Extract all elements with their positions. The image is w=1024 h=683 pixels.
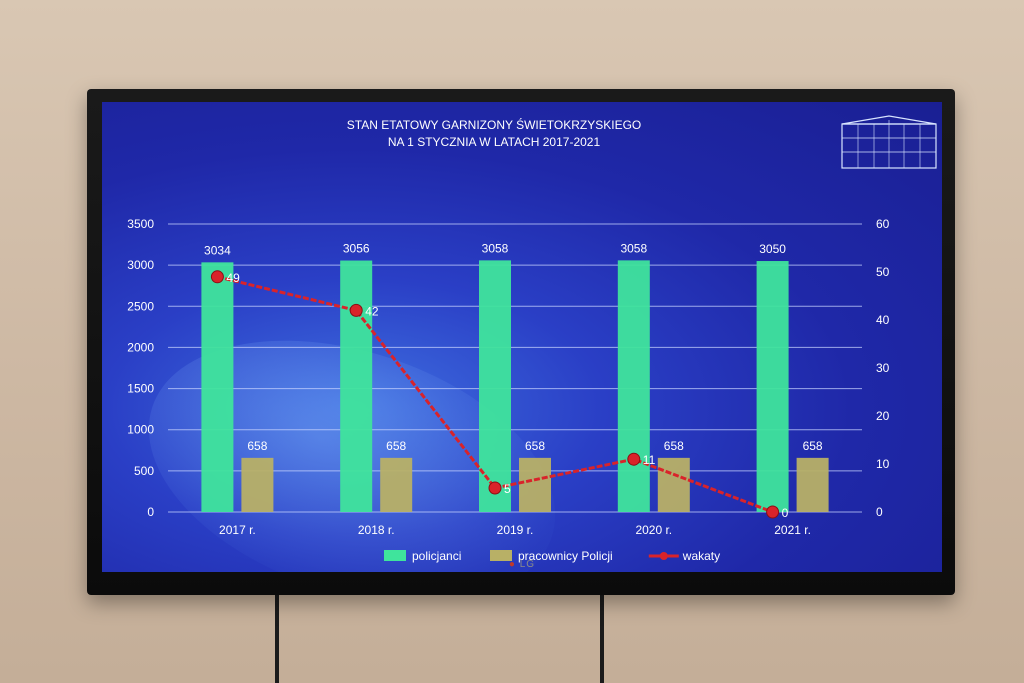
- bar-data-label: 3034: [204, 243, 231, 257]
- bar-data-label: 3058: [482, 241, 509, 255]
- x-tick-label: 2017 r.: [219, 523, 256, 537]
- bar-data-label: 3058: [620, 241, 647, 255]
- y-right-tick-label: 0: [876, 505, 883, 519]
- line-point-wakaty: [488, 481, 502, 495]
- y-left-tick-label: 3500: [127, 217, 154, 231]
- bar-data-label: 658: [664, 439, 684, 453]
- bar-policjanci: [201, 262, 234, 512]
- y-right-tick-label: 60: [876, 217, 890, 231]
- line-data-label: 49: [226, 271, 240, 285]
- bar-data-label: 658: [525, 439, 545, 453]
- line-data-label: 42: [365, 304, 379, 318]
- legend-marker-wakaty: [659, 552, 668, 560]
- chart-subtitle: NA 1 STYCZNIA W LATACH 2017-2021: [388, 135, 601, 149]
- tv-screen: STAN ETATOWY GARNIZONY ŚWIETOKRZYSKIEGO …: [102, 102, 942, 572]
- bar-policjanci: [340, 260, 373, 512]
- y-left-tick-label: 0: [147, 505, 154, 519]
- line-point-wakaty: [349, 303, 363, 317]
- tv-cable-left: [275, 590, 279, 683]
- bar-data-label: 658: [803, 439, 823, 453]
- line-point-wakaty: [210, 270, 224, 284]
- line-data-label: 5: [504, 482, 511, 496]
- y-right-tick-label: 20: [876, 409, 890, 423]
- bar-pracownicy-policji: [519, 457, 551, 512]
- bar-policjanci: [617, 260, 650, 512]
- y-left-tick-label: 1500: [127, 382, 154, 396]
- legend-swatch-policjanci: [384, 550, 406, 561]
- y-left-tick-label: 2000: [127, 340, 154, 354]
- bar-pracownicy-policji: [657, 457, 690, 512]
- y-left-tick-label: 500: [134, 464, 154, 478]
- bar-pracownicy-policji: [796, 457, 829, 512]
- bar-data-label: 658: [247, 439, 267, 453]
- x-tick-label: 2018 r.: [358, 523, 395, 537]
- tv-frame: STAN ETATOWY GARNIZONY ŚWIETOKRZYSKIEGO …: [87, 89, 955, 595]
- line-data-label: 0: [782, 506, 789, 520]
- bar-pracownicy-policji: [241, 457, 274, 512]
- legend-label: wakaty: [682, 549, 720, 563]
- building-logo: [841, 115, 937, 169]
- bar-policjanci: [756, 261, 789, 512]
- tv-brand-logo: ● LG: [508, 559, 536, 570]
- bar-data-label: 658: [386, 439, 406, 453]
- line-point-wakaty: [766, 505, 780, 519]
- bar-policjanci: [479, 260, 511, 512]
- x-tick-label: 2019 r.: [497, 523, 534, 537]
- y-left-tick-label: 1000: [127, 423, 154, 437]
- bar-pracownicy-policji: [380, 457, 413, 512]
- y-left-tick-label: 2500: [127, 299, 154, 313]
- legend-label: policjanci: [412, 549, 461, 563]
- legend-label: pracownicy Policji: [518, 549, 613, 563]
- x-tick-label: 2020 r.: [635, 523, 672, 537]
- y-right-tick-label: 50: [876, 265, 890, 279]
- line-point-wakaty: [627, 452, 641, 466]
- bar-data-label: 3056: [343, 242, 370, 256]
- bar-data-label: 3050: [759, 242, 786, 256]
- y-left-tick-label: 3000: [127, 258, 154, 272]
- x-tick-label: 2021 r.: [774, 523, 811, 537]
- chart: STAN ETATOWY GARNIZONY ŚWIETOKRZYSKIEGO …: [127, 115, 937, 563]
- chart-title: STAN ETATOWY GARNIZONY ŚWIETOKRZYSKIEGO: [347, 117, 642, 132]
- tv-cable-right: [600, 590, 604, 683]
- line-data-label: 11: [643, 453, 656, 467]
- legend-swatch-pracownicy-policji: [490, 550, 512, 561]
- y-right-tick-label: 40: [876, 313, 890, 327]
- y-right-tick-label: 10: [876, 457, 890, 471]
- y-right-tick-label: 30: [876, 361, 890, 375]
